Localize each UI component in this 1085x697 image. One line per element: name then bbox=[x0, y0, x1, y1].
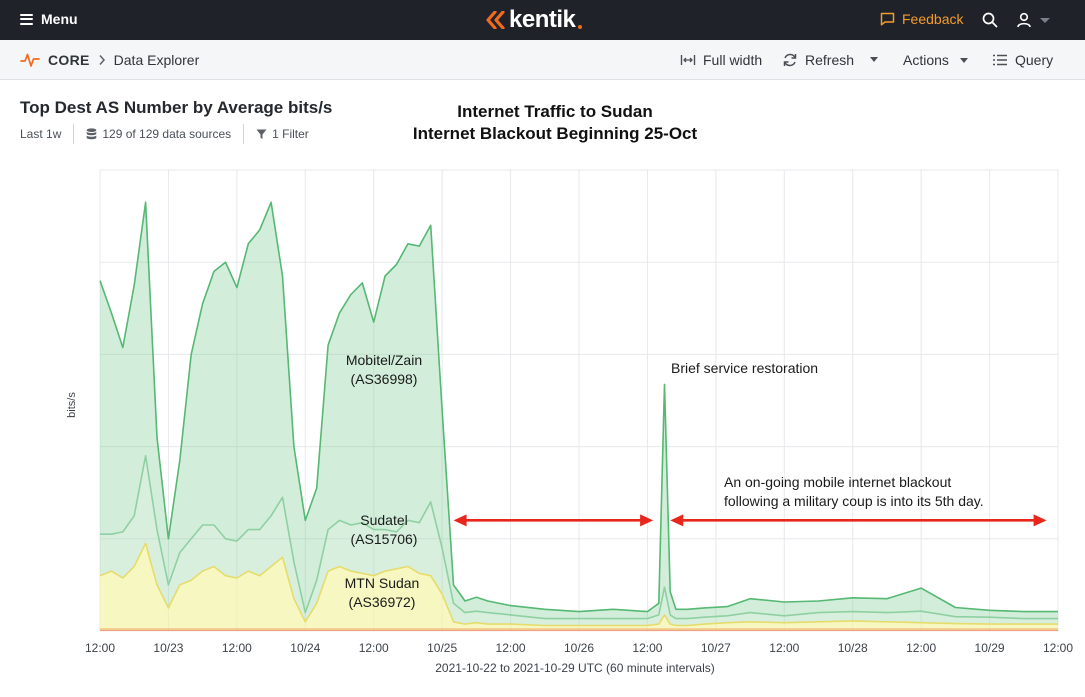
annotation-blackout: An on-going mobile internet blackout bbox=[724, 474, 951, 490]
x-tick-label: 12:00 bbox=[359, 641, 389, 655]
panel-title: Top Dest AS Number by Average bits/s bbox=[20, 98, 333, 117]
x-tick-label: 10/23 bbox=[153, 641, 183, 655]
chevron-right-icon bbox=[99, 55, 105, 65]
x-tick-label: 12:00 bbox=[769, 641, 799, 655]
chart-title-line-2: Internet Blackout Beginning 25-Oct bbox=[412, 124, 698, 143]
arrow-head-icon bbox=[670, 514, 684, 527]
full-width-label: Full width bbox=[703, 52, 763, 68]
comment-icon bbox=[880, 12, 895, 26]
filter-label: 1 Filter bbox=[272, 127, 309, 141]
list-icon bbox=[993, 54, 1007, 66]
user-icon bbox=[1017, 12, 1031, 28]
x-tick-label: 10/24 bbox=[290, 641, 320, 655]
top-navigation-bar: Menu kentik Feedback bbox=[0, 0, 1085, 40]
divider bbox=[243, 124, 245, 144]
series-label: Sudatel bbox=[360, 512, 407, 528]
search-icon bbox=[982, 12, 998, 28]
x-tick-label: 10/28 bbox=[838, 641, 868, 655]
series-label: MTN Sudan bbox=[345, 575, 420, 591]
refresh-label: Refresh bbox=[805, 52, 855, 68]
query-button[interactable]: Query bbox=[992, 52, 1053, 68]
area-mobitelzain[interactable] bbox=[100, 202, 1058, 619]
breadcrumb-toolbar: CORE Data Explorer Full width Refresh Ac… bbox=[0, 40, 1085, 80]
actions-label: Actions bbox=[903, 52, 949, 68]
y-axis-label: bits/s bbox=[66, 392, 78, 418]
x-tick-label: 12:00 bbox=[496, 641, 526, 655]
hamburger-icon bbox=[20, 13, 33, 25]
x-axis-label: 2021-10-22 to 2021-10-29 UTC (60 minute … bbox=[435, 661, 714, 675]
query-label: Query bbox=[1015, 52, 1054, 68]
search-button[interactable] bbox=[982, 12, 998, 28]
data-sources-label: 129 of 129 data sources bbox=[102, 127, 232, 141]
filter-button[interactable]: 1 Filter bbox=[256, 127, 309, 141]
refresh-button[interactable]: Refresh bbox=[782, 52, 854, 68]
series-label: (AS36998) bbox=[351, 371, 418, 387]
menu-label: Menu bbox=[41, 11, 78, 27]
annotation-blackout: following a military coup is into its 5t… bbox=[724, 493, 984, 509]
breadcrumb: CORE Data Explorer bbox=[20, 52, 199, 68]
divider bbox=[73, 124, 75, 144]
arrow-head-icon bbox=[453, 514, 467, 527]
full-width-button[interactable]: Full width bbox=[680, 52, 762, 68]
time-range-label: Last 1w bbox=[20, 127, 62, 141]
expand-horizontal-icon bbox=[680, 55, 696, 65]
kentik-logo[interactable]: kentik bbox=[486, 6, 583, 34]
x-tick-label: 10/29 bbox=[975, 641, 1005, 655]
series-line-mobitelzain bbox=[99, 201, 1058, 613]
x-tick-label: 12:00 bbox=[222, 641, 252, 655]
chart-title-line-1: Internet Traffic to Sudan bbox=[457, 102, 653, 121]
chart-title: Internet Traffic to Sudan Internet Black… bbox=[380, 101, 730, 145]
x-tick-label: 12:00 bbox=[632, 641, 662, 655]
time-range[interactable]: Last 1w bbox=[20, 127, 61, 141]
arrow-head-icon bbox=[1033, 514, 1047, 527]
caret-down-icon bbox=[959, 57, 968, 63]
data-sources[interactable]: 129 of 129 data sources bbox=[86, 127, 231, 141]
x-tick-label: 10/26 bbox=[564, 641, 594, 655]
actions-dropdown[interactable]: Actions bbox=[903, 52, 968, 68]
x-tick-label: 10/25 bbox=[427, 641, 457, 655]
menu-button[interactable]: Menu bbox=[20, 11, 78, 27]
user-menu-button[interactable] bbox=[1016, 12, 1056, 28]
feedback-button[interactable]: Feedback bbox=[880, 11, 963, 27]
panel-meta: Last 1w 129 of 129 data sources 1 Filter bbox=[20, 124, 309, 144]
breadcrumb-section[interactable]: CORE bbox=[48, 52, 90, 68]
series-line-mtn bbox=[99, 542, 1058, 627]
x-tick-label: 10/27 bbox=[701, 641, 731, 655]
traffic-area-chart[interactable]: MTN Sudan (AS36972) Sudatel (AS15706) Mobite… bbox=[0, 150, 1085, 697]
series-line-sudatel bbox=[100, 455, 1058, 620]
caret-down-icon bbox=[870, 57, 878, 62]
arrow-head-icon bbox=[640, 514, 654, 527]
database-icon bbox=[87, 128, 97, 140]
chevron-down-icon bbox=[1040, 17, 1050, 23]
series-label: (AS15706) bbox=[351, 531, 418, 547]
logo-text: kentik bbox=[509, 6, 576, 33]
feedback-label: Feedback bbox=[902, 11, 964, 27]
annotation-service-restoration: Brief service restoration bbox=[671, 360, 818, 376]
logo-dot bbox=[578, 25, 583, 29]
pulse-icon bbox=[20, 53, 40, 67]
area-mtn[interactable] bbox=[100, 543, 1058, 631]
series-label: Mobitel/Zain bbox=[346, 352, 422, 368]
refresh-options-dropdown[interactable] bbox=[870, 57, 878, 62]
refresh-icon bbox=[783, 53, 797, 67]
x-tick-label: 12:00 bbox=[1043, 641, 1073, 655]
breadcrumb-page: Data Explorer bbox=[113, 52, 200, 68]
x-tick-label: 12:00 bbox=[85, 641, 115, 655]
filter-icon bbox=[256, 129, 267, 139]
series-label: (AS36972) bbox=[349, 594, 416, 610]
kentik-logo-mark-icon bbox=[486, 11, 505, 29]
x-tick-label: 12:00 bbox=[906, 641, 936, 655]
